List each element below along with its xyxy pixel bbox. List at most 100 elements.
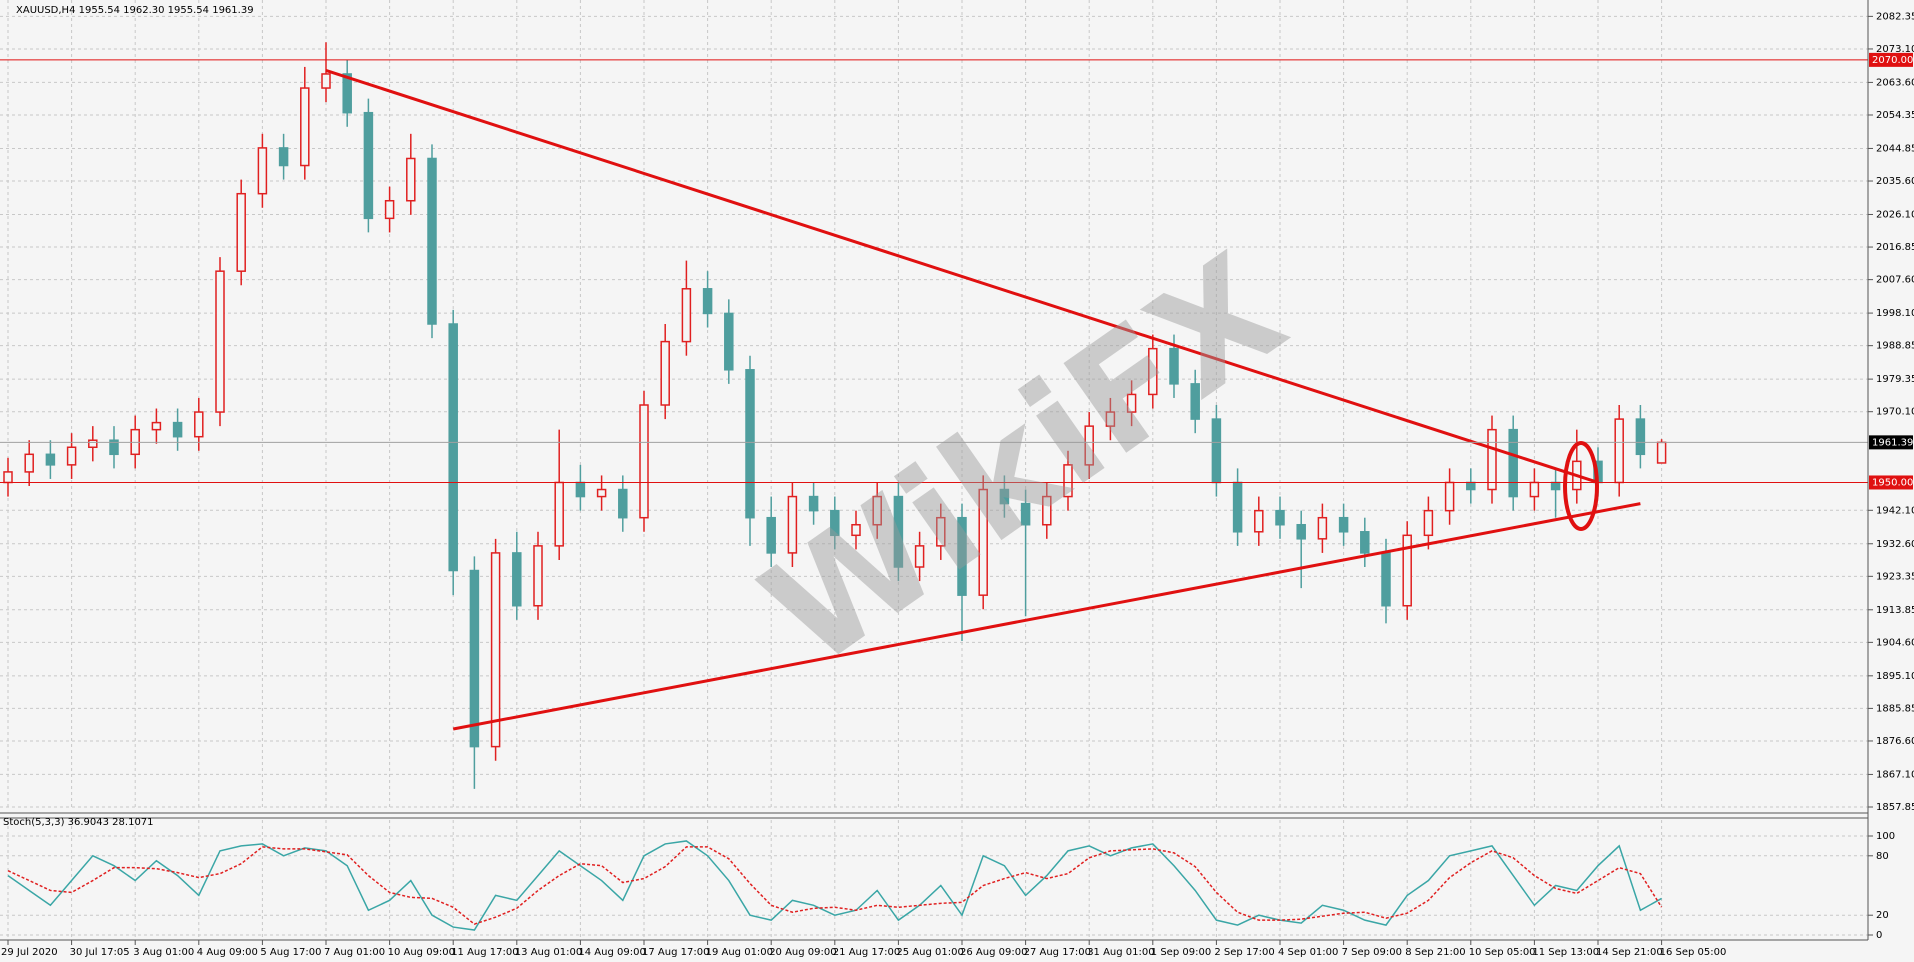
candle-body	[321, 73, 331, 89]
candle-body	[1190, 383, 1200, 420]
y-tick-label: 2044.85	[1876, 143, 1914, 154]
y-tick-label: 2054.35	[1876, 110, 1914, 121]
candle-body	[363, 111, 374, 220]
candle-body	[194, 411, 204, 438]
y-tick-label: 1913.85	[1876, 605, 1914, 616]
y-tick-label: 1998.10	[1876, 308, 1914, 319]
candle-body	[1466, 481, 1476, 491]
indicator-title: Stoch(5,3,3) 36.9043 28.1071	[3, 817, 154, 828]
candle-body	[1402, 534, 1412, 607]
candle-body	[851, 523, 861, 537]
candle-body	[1296, 523, 1306, 540]
candle-body	[300, 87, 310, 167]
y-tick-label: 1970.10	[1876, 407, 1914, 418]
candle-body	[45, 453, 56, 466]
last-price-box	[1869, 435, 1913, 450]
horizontal-line-label: 2070.00	[1872, 55, 1913, 66]
x-tick-label: 13 Aug 01:00	[515, 947, 582, 958]
x-tick-label: 11 Aug 17:00	[451, 947, 518, 958]
candle-body	[1084, 425, 1094, 466]
candle-body	[957, 516, 967, 596]
candle-body	[151, 421, 162, 431]
y-tick-label: 2035.60	[1876, 176, 1914, 187]
candle-body	[1487, 428, 1497, 491]
horizontal-line-box	[1869, 52, 1913, 67]
x-tick-label: 25 Aug 01:00	[896, 947, 963, 958]
candle-body	[427, 157, 437, 325]
highlight-ellipse	[1563, 441, 1599, 531]
candle-body	[745, 369, 755, 519]
x-tick-label: 16 Sep 05:00	[1660, 947, 1727, 958]
candle-body	[66, 446, 77, 466]
y-tick-label: 100	[1876, 831, 1895, 842]
candle-body	[342, 73, 352, 114]
last-price-label: 1961.39	[1872, 437, 1913, 448]
chart-title: XAUUSD,H4 1955.54 1962.30 1955.54 1961.3…	[16, 5, 254, 16]
x-tick-label: 4 Aug 09:00	[197, 947, 258, 958]
candle-body	[257, 147, 268, 195]
y-tick-label: 1904.60	[1876, 637, 1914, 648]
candle-body	[596, 488, 607, 498]
x-tick-label: 26 Aug 09:00	[960, 947, 1027, 958]
x-tick-label: 31 Aug 01:00	[1087, 947, 1154, 958]
candle-body	[88, 439, 98, 449]
candle-body	[872, 495, 882, 526]
x-tick-label: 10 Aug 09:00	[388, 947, 455, 958]
candle-body	[236, 192, 246, 272]
candle-body	[914, 545, 925, 568]
candle-body	[109, 439, 119, 456]
candle-body	[1169, 347, 1179, 385]
candle-body	[660, 340, 670, 406]
candle-body	[1508, 428, 1518, 498]
x-tick-label: 21 Aug 17:00	[833, 947, 900, 958]
candle-body	[3, 471, 13, 484]
candle-body	[1105, 411, 1116, 427]
candle-body	[1656, 441, 1667, 464]
candle-body	[575, 481, 586, 498]
x-tick-label: 1 Sep 09:00	[1151, 947, 1211, 958]
y-tick-label: 1979.35	[1876, 374, 1914, 385]
candle-body	[1338, 516, 1349, 533]
candle-body	[808, 495, 819, 512]
candle-body	[24, 453, 34, 473]
y-tick-label: 1923.35	[1876, 571, 1914, 582]
y-tick-label: 1895.10	[1876, 671, 1914, 682]
y-tick-label: 1988.85	[1876, 341, 1914, 352]
y-tick-label: 1885.85	[1876, 703, 1914, 714]
horizontal-line-box	[1869, 475, 1913, 490]
x-tick-label: 5 Aug 17:00	[260, 947, 321, 958]
stoch-line	[7, 840, 1662, 931]
x-tick-label: 14 Aug 09:00	[578, 947, 645, 958]
y-tick-label: 1876.60	[1876, 736, 1914, 747]
candle-body	[978, 488, 988, 596]
candle-body	[1444, 481, 1455, 512]
candle-body	[490, 552, 501, 748]
x-tick-label: 11 Sep 13:00	[1532, 947, 1599, 958]
y-tick-label: 20	[1876, 910, 1889, 921]
y-tick-label: 2026.10	[1876, 209, 1914, 220]
candle-body	[533, 545, 543, 607]
y-tick-label: 1867.10	[1876, 769, 1914, 780]
candle-body	[215, 270, 225, 413]
x-tick-label: 7 Sep 09:00	[1342, 947, 1402, 958]
y-tick-label: 1857.85	[1876, 802, 1914, 813]
candle-body	[1063, 464, 1073, 498]
candle-body	[1317, 516, 1328, 540]
candle-body	[681, 288, 692, 343]
stoch-line	[7, 846, 1663, 925]
candle-body	[702, 288, 713, 315]
candle-body	[618, 488, 628, 519]
candle-body	[1232, 481, 1243, 533]
candle-body	[448, 323, 458, 572]
x-tick-label: 20 Aug 09:00	[769, 947, 836, 958]
y-tick-label: 0	[1876, 930, 1882, 941]
x-tick-label: 14 Sep 21:00	[1596, 947, 1663, 958]
y-tick-label: 1942.10	[1876, 505, 1914, 516]
candle-body	[1550, 481, 1561, 491]
candle-body	[1126, 393, 1137, 413]
candle-body	[512, 552, 522, 607]
x-tick-label: 29 Jul 2020	[1, 947, 58, 958]
candle-body	[172, 421, 183, 438]
candle-body	[724, 312, 734, 371]
